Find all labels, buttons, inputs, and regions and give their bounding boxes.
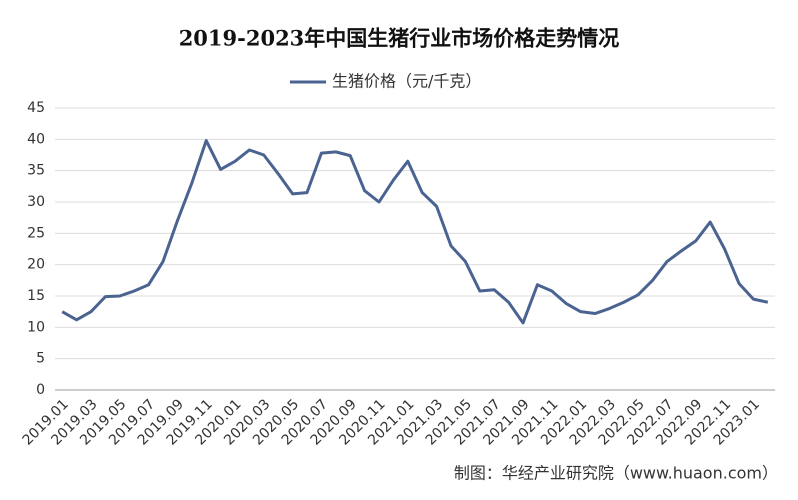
y-tick-label: 5 [36,351,45,367]
y-tick-label: 40 [27,131,45,147]
y-tick-label: 15 [27,288,45,304]
data-line [61,139,769,325]
y-tick-label: 30 [27,194,45,210]
y-tick-label: 10 [27,319,45,335]
y-tick-label: 0 [36,382,45,398]
y-tick-label: 45 [27,100,45,116]
y-tick-label: 35 [27,163,45,179]
y-tick-label: 25 [27,225,45,241]
legend-label: 生猪价格（元/千克） [332,72,481,91]
source-note: 制图：华经产业研究院（www.huaon.com） [454,464,778,483]
y-tick-label: 20 [27,257,45,273]
chart-title: 2019-2023年中国生猪行业市场价格走势情况 [179,26,620,51]
